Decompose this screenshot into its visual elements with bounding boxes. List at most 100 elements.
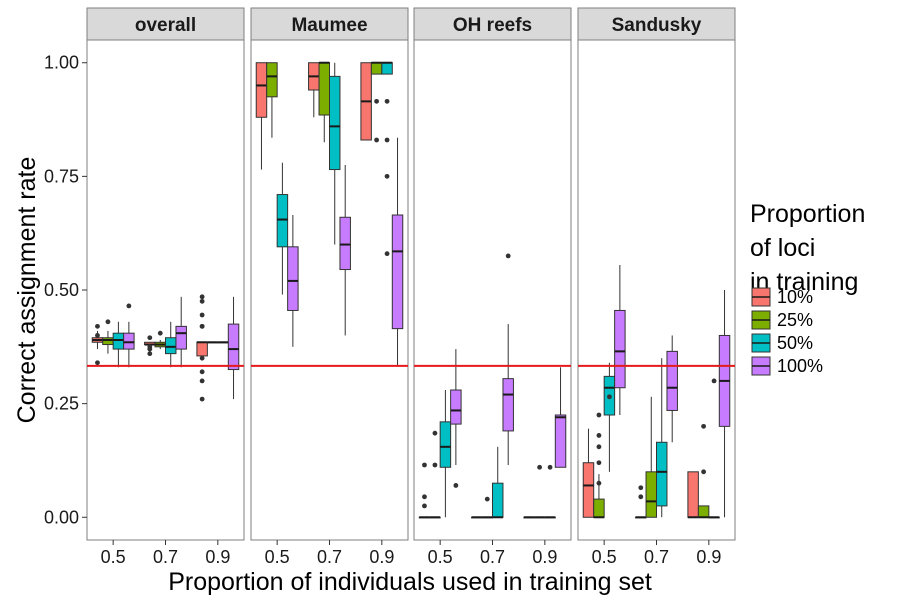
- outlier-point: [374, 98, 379, 104]
- outlier-point: [199, 378, 205, 384]
- box-body: [391, 214, 404, 330]
- box-25pct: [266, 62, 278, 138]
- y-tick-label: 1.00: [44, 53, 79, 73]
- outlier-point: [199, 323, 205, 329]
- box-body: [370, 62, 383, 75]
- box-10pct: [635, 485, 647, 519]
- box-body: [255, 62, 268, 118]
- outlier-point: [596, 460, 602, 466]
- box-body: [276, 194, 289, 248]
- box-10pct: [687, 471, 699, 519]
- legend-label: 10%: [777, 287, 813, 307]
- facet-strip-label: Sandusky: [612, 15, 702, 36]
- box-body: [582, 462, 595, 518]
- x-tick-label: 0.7: [480, 547, 505, 567]
- box-100pct: [450, 349, 462, 488]
- panel-sandusky: Sandusky: [577, 7, 736, 541]
- x-axis-title: Proportion of individuals used in traini…: [168, 568, 652, 596]
- facet-strip-label: Maumee: [291, 15, 367, 36]
- x-tick-label: 0.9: [205, 547, 230, 567]
- box-body: [329, 75, 341, 171]
- x-tick-label: 0.9: [369, 547, 394, 567]
- box-25pct: [429, 430, 441, 519]
- outlier-point: [105, 319, 111, 325]
- box-100pct: [614, 265, 626, 415]
- y-tick-label: 0.00: [44, 507, 79, 527]
- x-axis: 0.5 0.7 0.9 0.5 0.7 0.9 0.5 0.7 0.9 0.5 0.7 0.9: [101, 540, 721, 567]
- box-100pct: [339, 165, 351, 336]
- box-10pct: [471, 516, 483, 519]
- box-100pct: [175, 296, 187, 368]
- outlier-point: [384, 98, 390, 104]
- box-10pct: [523, 516, 535, 519]
- box-body: [492, 482, 504, 518]
- outlier-point: [126, 303, 132, 309]
- legend-title-line: of loci: [750, 234, 815, 262]
- outlier-point: [199, 294, 205, 300]
- box-body: [339, 216, 351, 271]
- outlier-point: [422, 494, 427, 500]
- y-tick-label: 0.25: [44, 394, 79, 414]
- panel-background: [413, 39, 572, 541]
- box-10pct: [582, 428, 595, 518]
- facet-strip: [86, 7, 245, 41]
- outlier-point: [384, 137, 390, 143]
- outlier-point: [432, 430, 438, 436]
- outlier-point: [607, 394, 612, 400]
- outlier-point: [638, 485, 644, 491]
- outlier-point: [505, 253, 511, 259]
- panel-maumee: Maumee: [250, 7, 409, 541]
- box-50pct: [544, 464, 556, 519]
- outlier-point: [537, 464, 542, 470]
- box-body: [175, 325, 187, 350]
- x-tick-label: 0.7: [153, 547, 178, 567]
- box-100pct: [227, 296, 240, 400]
- box-25pct: [102, 319, 114, 354]
- x-tick-label: 0.5: [101, 547, 126, 567]
- outlier-point: [638, 494, 644, 500]
- outlier-point: [199, 355, 205, 361]
- box-body: [502, 378, 514, 432]
- box-50pct: [276, 162, 289, 295]
- box-body: [439, 421, 452, 468]
- outlier-point: [432, 462, 438, 468]
- panel-oh-reefs: OH reefs: [413, 7, 572, 541]
- box-10pct: [196, 294, 208, 402]
- box-50pct: [708, 378, 720, 519]
- box-50pct: [656, 358, 668, 518]
- box-25pct: [206, 341, 219, 344]
- box-25pct: [370, 61, 383, 143]
- box-25pct: [593, 412, 605, 519]
- box-body: [318, 62, 330, 116]
- box-body: [666, 350, 678, 411]
- x-tick-label: 0.9: [532, 547, 557, 567]
- box-body: [196, 341, 208, 357]
- outlier-point: [384, 173, 390, 179]
- facet-strip-label: overall: [135, 15, 196, 36]
- outlier-point: [95, 333, 100, 338]
- box-body: [593, 498, 605, 518]
- box-body: [614, 309, 626, 389]
- outlier-point: [422, 503, 427, 509]
- x-tick-label: 0.5: [592, 547, 617, 567]
- box-50pct: [381, 61, 393, 257]
- outlier-point: [484, 496, 490, 502]
- box-body: [102, 337, 114, 346]
- box-100pct: [502, 253, 514, 465]
- facet-strip: [413, 7, 572, 41]
- x-tick-label: 0.5: [428, 547, 453, 567]
- panel-overall: overall: [86, 7, 245, 541]
- box-25pct: [533, 464, 546, 519]
- legend-entry: 10%: [751, 287, 813, 307]
- box-100pct: [123, 303, 135, 368]
- panels-layer: overall Maumee OH reefs Sandusky: [86, 7, 736, 541]
- outlier-point: [147, 335, 153, 341]
- outlier-point: [147, 351, 153, 357]
- box-10pct: [418, 462, 431, 519]
- legend-entry: 100%: [751, 356, 823, 376]
- box-body: [687, 471, 699, 518]
- box-body: [287, 246, 299, 311]
- legend-title-line: Proportion: [750, 200, 865, 228]
- legend-label: 50%: [777, 333, 813, 353]
